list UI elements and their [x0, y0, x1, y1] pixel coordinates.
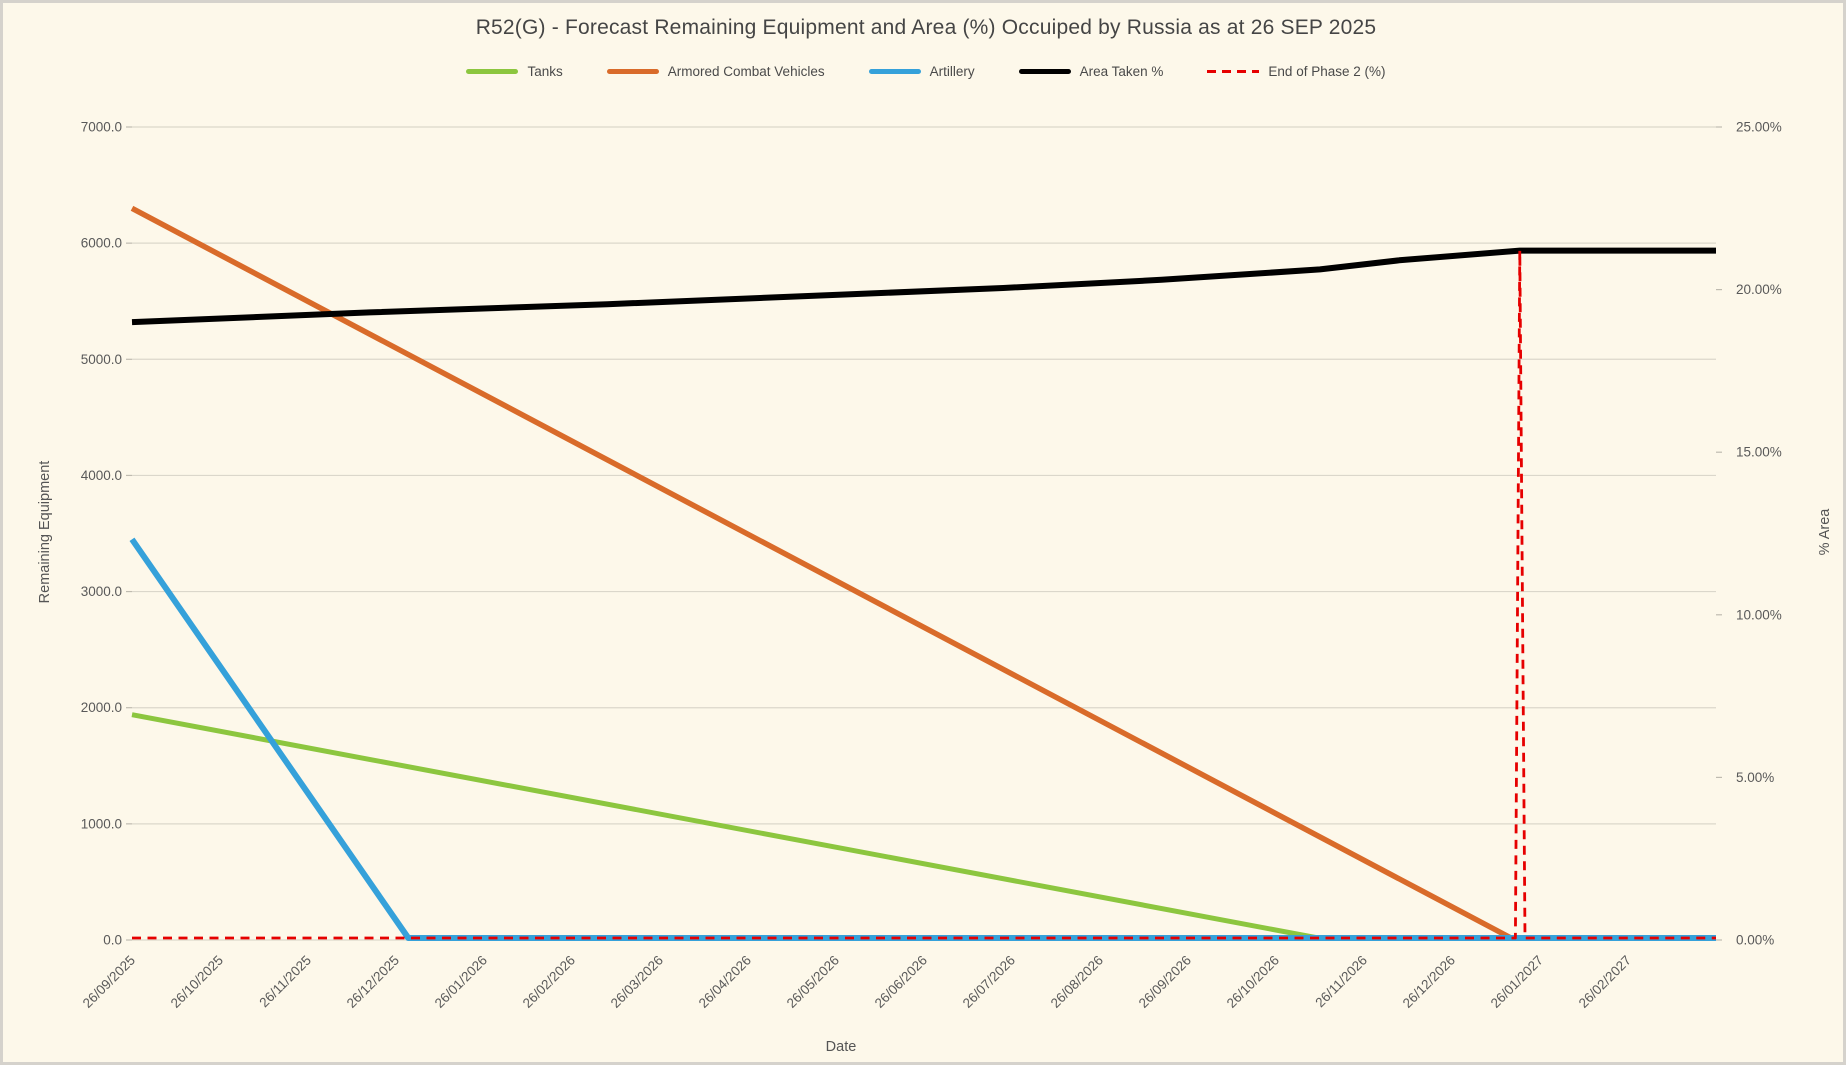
y-left-tick-label: 2000.0 [81, 700, 122, 715]
y-left-tick-label: 0.0 [103, 933, 122, 948]
legend-label: Artillery [929, 64, 975, 79]
x-tick-label: 26/08/2026 [1048, 953, 1106, 1011]
chart-plot-area[interactable]: 0.0 1000.0 2000.0 3000.0 4000.0 5000.0 6000.0 7… [3, 3, 1846, 1065]
x-tick-label: 26/02/2026 [520, 953, 578, 1011]
y-left-tick-label: 3000.0 [81, 584, 122, 599]
series-line-area-taken [131, 247, 1716, 326]
legend-line-swatch [868, 69, 921, 74]
x-tick-label: 26/03/2026 [608, 953, 666, 1011]
legend-item-artillery[interactable]: Artillery [868, 64, 975, 79]
legend-label: Tanks [527, 64, 563, 79]
x-tick-label: 26/10/2026 [1224, 953, 1282, 1011]
x-tick-label: 26/10/2025 [168, 953, 226, 1011]
x-tick-label: 26/11/2025 [256, 953, 314, 1011]
x-axis-title: Date [825, 1039, 857, 1055]
y-left-tick-label: 4000.0 [81, 468, 122, 483]
chart-title: R52(G) - Forecast Remaining Equipment an… [475, 16, 1377, 39]
x-tick-label: 26/12/2025 [344, 953, 402, 1011]
legend-label: End of Phase 2 (%) [1268, 64, 1386, 79]
x-tick-label: 26/12/2026 [1400, 953, 1458, 1011]
x-tick-label: 26/11/2026 [1312, 953, 1370, 1011]
legend-item-tanks[interactable]: Tanks [466, 64, 563, 79]
x-tick-label: 26/09/2026 [1136, 953, 1194, 1011]
y-right-tick-label: 25.00% [1736, 120, 1782, 135]
y-right-tick-label: 20.00% [1736, 282, 1782, 297]
x-tick-label: 26/06/2026 [872, 953, 930, 1011]
legend-label: Area Taken % [1079, 64, 1164, 79]
x-tick-label: 26/04/2026 [696, 953, 754, 1011]
series-line-artillery [129, 537, 1716, 941]
y-left-tick-label: 6000.0 [81, 236, 122, 251]
y-right-tick-label: 15.00% [1736, 445, 1782, 460]
y-left-tick-label: 1000.0 [81, 816, 122, 831]
x-tick-label: 26/07/2026 [960, 953, 1018, 1011]
legend-line-swatch [606, 69, 659, 74]
x-tick-label: 26/09/2025 [80, 953, 138, 1011]
chart-legend: Tanks Armored Combat Vehicles Artillery Are… [3, 64, 1843, 79]
x-tick-label: 26/01/2027 [1488, 953, 1546, 1011]
series-line-tanks [131, 712, 1716, 941]
x-tick-label: 26/02/2027 [1576, 953, 1634, 1011]
legend-item-armored-combat-vehicles[interactable]: Armored Combat Vehicles [606, 64, 825, 79]
y-right-tick-label: 10.00% [1736, 607, 1782, 622]
y-right-tick-label: 0.00% [1736, 933, 1774, 948]
legend-label: Armored Combat Vehicles [667, 64, 825, 79]
x-tick-label: 26/05/2026 [784, 953, 842, 1011]
legend-item-end-of-phase-2[interactable]: End of Phase 2 (%) [1207, 64, 1386, 79]
y-right-tick-label: 5.00% [1736, 770, 1774, 785]
legend-item-area-taken[interactable]: Area Taken % [1018, 64, 1164, 79]
series-line-armored-combat-vehicles [130, 205, 1716, 941]
y-left-tick-label: 7000.0 [81, 120, 122, 135]
x-tick-label: 26/01/2026 [432, 953, 490, 1011]
legend-line-swatch [466, 69, 519, 74]
y-left-tick-label: 5000.0 [81, 352, 122, 367]
legend-dashed-line-swatch [1207, 70, 1260, 73]
legend-line-swatch [1018, 69, 1071, 74]
series-line-end-of-phase-2 [132, 249, 1716, 940]
